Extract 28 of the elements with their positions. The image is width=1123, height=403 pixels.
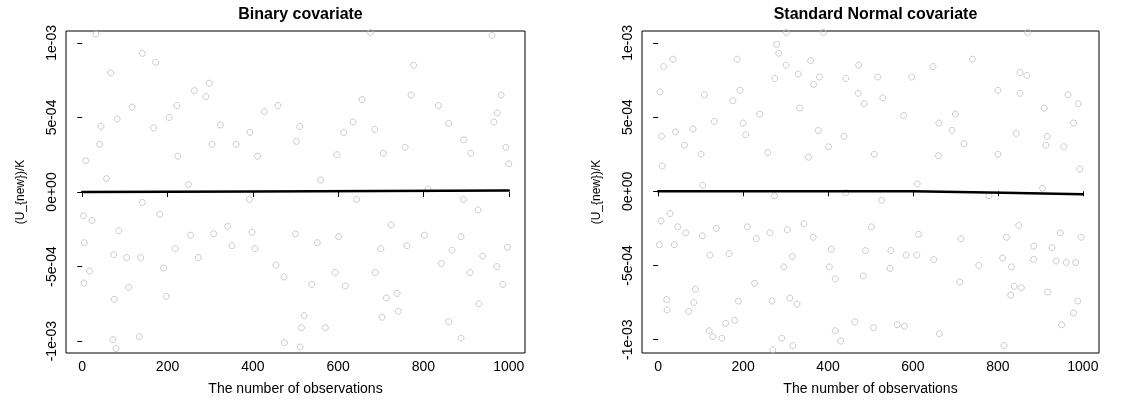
- x-tick-label: 800: [411, 358, 436, 374]
- x-tick-label: 1000: [493, 358, 525, 374]
- y-tick-label: -5e-04: [43, 246, 59, 287]
- x-tick-label: 1000: [1067, 358, 1099, 374]
- y-tick-label: 5e-04: [43, 99, 59, 136]
- chart-title: Binary covariate: [238, 4, 363, 22]
- y-tick-label: 1e-03: [43, 24, 59, 61]
- x-tick-label: 800: [986, 358, 1010, 374]
- x-tick-label: 0: [654, 358, 663, 374]
- x-tick-label: 200: [155, 358, 180, 374]
- y-tick-label: -5e-04: [619, 245, 635, 286]
- x-axis-title: The number of observations: [208, 380, 383, 396]
- x-tick-label: 400: [816, 358, 840, 374]
- chart-title: Standard Normal covariate: [773, 4, 978, 22]
- y-tick-label: 0e+00: [43, 172, 59, 212]
- y-tick-label: 5e-04: [619, 98, 635, 135]
- y-tick-label: -1e-03: [43, 320, 59, 362]
- y-tick-label: -1e-03: [619, 319, 635, 360]
- y-tick-label: 1e-03: [619, 24, 635, 61]
- x-tick-label: 200: [731, 358, 755, 374]
- x-tick-label: 600: [326, 358, 351, 374]
- x-tick-label: 400: [241, 358, 265, 374]
- y-axis-title: (U_{new})/K: [13, 159, 27, 225]
- x-tick-label: 600: [901, 358, 925, 374]
- y-axis-title: (U_{new})/K: [589, 159, 603, 225]
- y-tick-label: 0e+00: [619, 171, 635, 211]
- x-axis-title: The number of observations: [783, 380, 958, 396]
- x-tick-label: 0: [78, 358, 87, 374]
